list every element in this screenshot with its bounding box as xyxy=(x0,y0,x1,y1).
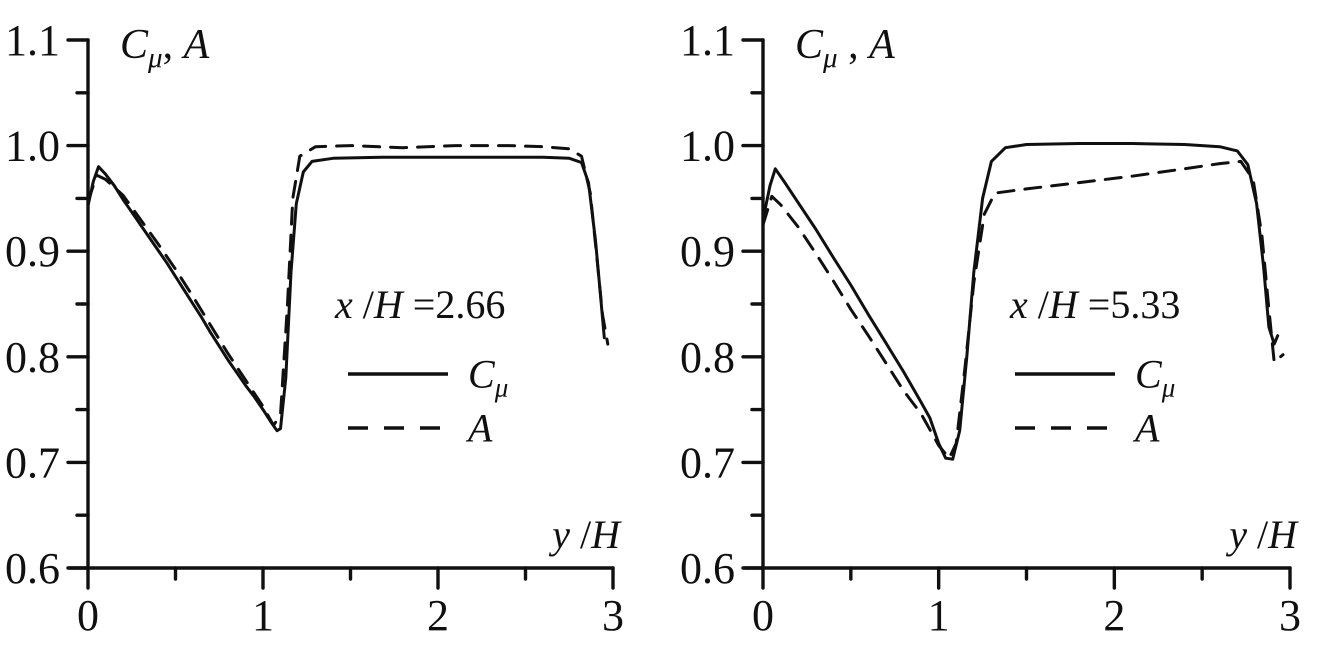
chart-xH-2.66: 0.6 0.7 0.8 0.9 1.0 1.1 0 1 2 3 Cμ, A x /H =2.66 Cμ A… xyxy=(5,16,624,640)
y-tick-label: 1.1 xyxy=(5,16,60,65)
annotation-xH: x /H =5.33 xyxy=(1009,282,1180,327)
y-tick-label: 1.0 xyxy=(5,122,60,171)
y-tick-label: 0.7 xyxy=(5,438,60,487)
x-tick-label: 0 xyxy=(77,591,99,640)
y-tick-label: 0.6 xyxy=(5,544,60,593)
x-axis-label: y /H xyxy=(1225,512,1299,557)
chart-xH-2.66-svg: 0.6 0.7 0.8 0.9 1.0 1.1 0 1 2 3 Cμ, A x /H =2.66 CμA… xyxy=(5,16,624,640)
legend-label: A xyxy=(465,406,493,451)
axes xyxy=(66,38,615,590)
x-axis-label: y /H xyxy=(548,512,622,557)
y-tick-label: 0.6 xyxy=(680,544,735,593)
chart-xH-5.33-svg: 0.6 0.7 0.8 0.9 1.0 1.1 0 1 2 3 Cμ , A x /H =5.33 Cμ… xyxy=(680,16,1301,640)
legend-label: Cμ xyxy=(1135,352,1175,403)
series-A-line xyxy=(86,144,610,427)
x-tick-label: 3 xyxy=(602,591,624,640)
legend: CμA xyxy=(1015,352,1175,451)
legend: CμA xyxy=(348,352,508,451)
chart-xH-5.33: 0.6 0.7 0.8 0.9 1.0 1.1 0 1 2 3 Cμ , A x /H =5.33 Cμ… xyxy=(660,0,1320,651)
y-tick-label: 0.9 xyxy=(680,227,735,276)
series-A-line xyxy=(761,159,1285,460)
x-tick-label: 0 xyxy=(752,591,774,640)
y-tick-label: 0.8 xyxy=(5,333,60,382)
legend-label: Cμ xyxy=(468,352,508,403)
x-tick-label: 2 xyxy=(1103,591,1125,640)
x-tick-label: 2 xyxy=(427,591,449,640)
y-tick-label: 1.1 xyxy=(680,16,735,65)
series-Cmu-line xyxy=(86,155,606,433)
y-tick-label: 0.9 xyxy=(5,227,60,276)
x-tick-label: 1 xyxy=(252,591,274,640)
x-tick-label: 3 xyxy=(1279,591,1301,640)
annotation-xH: x /H =2.66 xyxy=(334,282,505,327)
axes xyxy=(741,38,1292,590)
legend-label: A xyxy=(1132,406,1160,451)
y-tick-label: 0.8 xyxy=(680,333,735,382)
x-tick-label: 1 xyxy=(928,591,950,640)
chart-title: Cμ, A xyxy=(120,22,210,74)
y-tick-label: 1.0 xyxy=(680,122,735,171)
chart-title: Cμ , A xyxy=(795,22,895,74)
y-tick-label: 0.7 xyxy=(680,438,735,487)
